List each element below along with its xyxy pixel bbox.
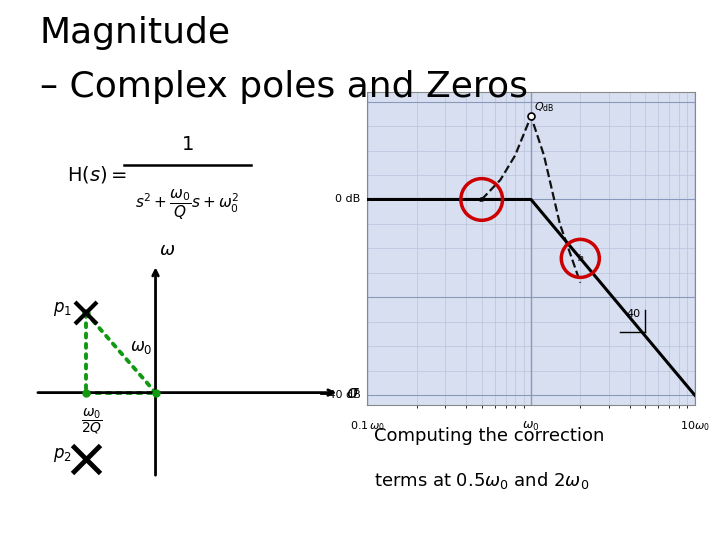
Text: −40 dB: −40 dB bbox=[319, 390, 361, 400]
Text: b: b bbox=[577, 254, 583, 263]
Text: $\dfrac{\omega_0}{2Q}$: $\dfrac{\omega_0}{2Q}$ bbox=[81, 406, 103, 436]
Text: terms at $0.5\omega_0$ and $2\omega_0$: terms at $0.5\omega_0$ and $2\omega_0$ bbox=[374, 470, 590, 491]
Text: $\omega_0$: $\omega_0$ bbox=[130, 338, 153, 356]
Text: $\omega$: $\omega$ bbox=[158, 241, 175, 259]
Point bbox=[575, 254, 586, 262]
Text: – Complex poles and Zeros: – Complex poles and Zeros bbox=[40, 70, 528, 104]
Point bbox=[476, 195, 487, 204]
Text: $1$: $1$ bbox=[181, 135, 194, 154]
Text: $Q_\mathrm{dB}$: $Q_\mathrm{dB}$ bbox=[534, 100, 555, 114]
Text: 40: 40 bbox=[626, 309, 640, 319]
Text: $\sigma$: $\sigma$ bbox=[346, 383, 359, 402]
Text: $\omega_0$: $\omega_0$ bbox=[522, 420, 540, 433]
Text: Magnitude: Magnitude bbox=[40, 16, 230, 50]
Text: $\mathrm{H}(s){=}$: $\mathrm{H}(s){=}$ bbox=[67, 164, 127, 185]
Text: $p_2$: $p_2$ bbox=[53, 447, 71, 464]
Text: $s^2+\dfrac{\omega_0}{Q}s+\omega_0^2$: $s^2+\dfrac{\omega_0}{Q}s+\omega_0^2$ bbox=[135, 187, 240, 222]
Text: a: a bbox=[479, 195, 485, 204]
Text: $10\omega_0$: $10\omega_0$ bbox=[680, 420, 710, 434]
Text: Computing the correction: Computing the correction bbox=[374, 427, 605, 444]
Text: 0 dB: 0 dB bbox=[336, 194, 361, 205]
Text: $0.1\,\omega_0$: $0.1\,\omega_0$ bbox=[350, 420, 384, 434]
Text: $p_1$: $p_1$ bbox=[53, 300, 71, 318]
